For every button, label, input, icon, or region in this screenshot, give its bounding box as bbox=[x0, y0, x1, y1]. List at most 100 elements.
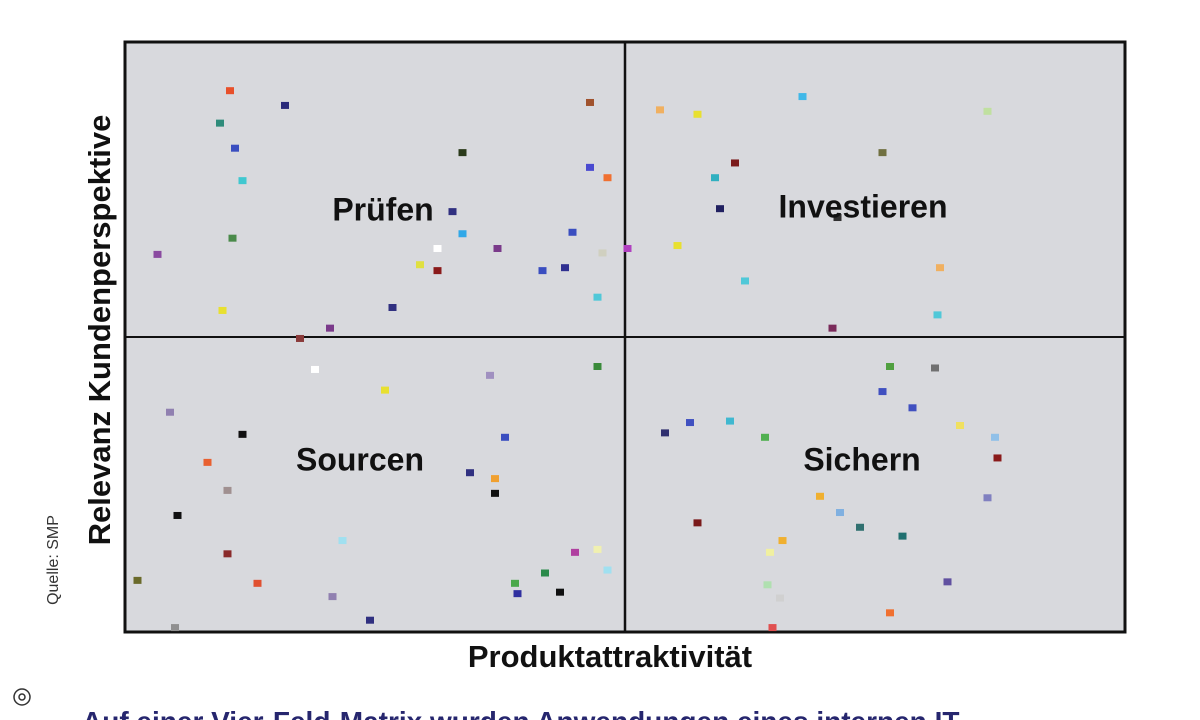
point bbox=[856, 523, 864, 531]
point bbox=[993, 454, 1002, 462]
point bbox=[798, 93, 807, 101]
point bbox=[511, 579, 519, 587]
quadrant-label: Prüfen bbox=[332, 191, 433, 227]
point bbox=[693, 519, 702, 527]
quadrant-label: Sourcen bbox=[296, 441, 424, 477]
source: Quelle: SMP bbox=[45, 515, 62, 605]
point bbox=[931, 364, 939, 372]
caption: Auf einer Vier-Feld-Matrix wurden Anwend… bbox=[82, 706, 967, 720]
point bbox=[768, 624, 777, 632]
point bbox=[538, 267, 547, 275]
point bbox=[603, 566, 612, 574]
point bbox=[166, 408, 174, 416]
point bbox=[223, 550, 232, 558]
point bbox=[693, 110, 702, 118]
point bbox=[593, 293, 602, 301]
point bbox=[433, 267, 442, 275]
point bbox=[491, 489, 499, 497]
point bbox=[171, 624, 179, 632]
point bbox=[458, 230, 467, 238]
point bbox=[238, 430, 247, 438]
x-axis-label: Produktattraktivität bbox=[468, 639, 752, 674]
point bbox=[956, 422, 964, 429]
point bbox=[828, 324, 837, 332]
point bbox=[586, 98, 594, 106]
point bbox=[766, 548, 774, 556]
point bbox=[153, 250, 162, 258]
point bbox=[778, 537, 787, 545]
point bbox=[311, 365, 319, 373]
point bbox=[228, 234, 237, 242]
point bbox=[448, 208, 457, 216]
point bbox=[216, 119, 224, 127]
point bbox=[203, 458, 212, 466]
point bbox=[586, 163, 594, 171]
point bbox=[761, 433, 769, 441]
point bbox=[541, 569, 549, 577]
point bbox=[763, 581, 772, 589]
point bbox=[238, 177, 247, 185]
quadrant-label: Investieren bbox=[779, 188, 948, 224]
point bbox=[983, 107, 992, 115]
point bbox=[878, 388, 887, 396]
point bbox=[716, 205, 724, 213]
point bbox=[253, 579, 262, 587]
copyright-icon bbox=[13, 688, 31, 706]
point bbox=[886, 609, 894, 617]
point bbox=[656, 106, 664, 114]
point bbox=[366, 616, 374, 624]
point bbox=[226, 87, 234, 95]
point bbox=[741, 277, 749, 285]
point bbox=[731, 159, 739, 167]
point bbox=[598, 249, 607, 257]
point bbox=[561, 264, 569, 272]
point bbox=[493, 245, 502, 252]
point bbox=[991, 433, 999, 441]
point bbox=[296, 334, 304, 342]
point bbox=[133, 576, 142, 584]
point bbox=[933, 311, 942, 319]
point bbox=[623, 245, 632, 252]
point bbox=[816, 492, 824, 500]
point bbox=[486, 371, 494, 379]
point bbox=[593, 363, 602, 370]
point bbox=[943, 578, 952, 586]
point bbox=[491, 475, 499, 483]
point bbox=[556, 588, 564, 596]
point bbox=[898, 532, 907, 540]
point bbox=[466, 469, 474, 477]
point bbox=[458, 149, 467, 157]
point bbox=[593, 545, 602, 553]
point bbox=[281, 101, 289, 109]
copyright-icon-inner bbox=[18, 693, 26, 701]
point bbox=[603, 174, 612, 182]
point bbox=[776, 594, 784, 602]
point bbox=[886, 363, 894, 370]
point bbox=[326, 324, 334, 332]
point bbox=[338, 537, 347, 545]
point bbox=[568, 228, 577, 236]
point bbox=[936, 264, 944, 272]
point bbox=[223, 486, 232, 494]
point bbox=[328, 593, 337, 601]
point bbox=[393, 452, 402, 460]
point bbox=[836, 509, 844, 517]
point bbox=[686, 419, 694, 427]
point bbox=[173, 511, 182, 519]
point bbox=[501, 433, 509, 441]
point bbox=[983, 494, 992, 502]
point bbox=[878, 149, 887, 157]
point bbox=[571, 548, 579, 556]
y-axis-label: Relevanz Kundenperspektive bbox=[82, 115, 117, 546]
point bbox=[833, 214, 842, 222]
point bbox=[231, 144, 239, 152]
point bbox=[673, 242, 682, 250]
point bbox=[218, 306, 227, 314]
point bbox=[416, 261, 424, 269]
quadrant-label: Sichern bbox=[803, 441, 920, 477]
point bbox=[388, 304, 397, 311]
point bbox=[381, 386, 389, 394]
point bbox=[433, 245, 442, 252]
point bbox=[513, 590, 522, 598]
